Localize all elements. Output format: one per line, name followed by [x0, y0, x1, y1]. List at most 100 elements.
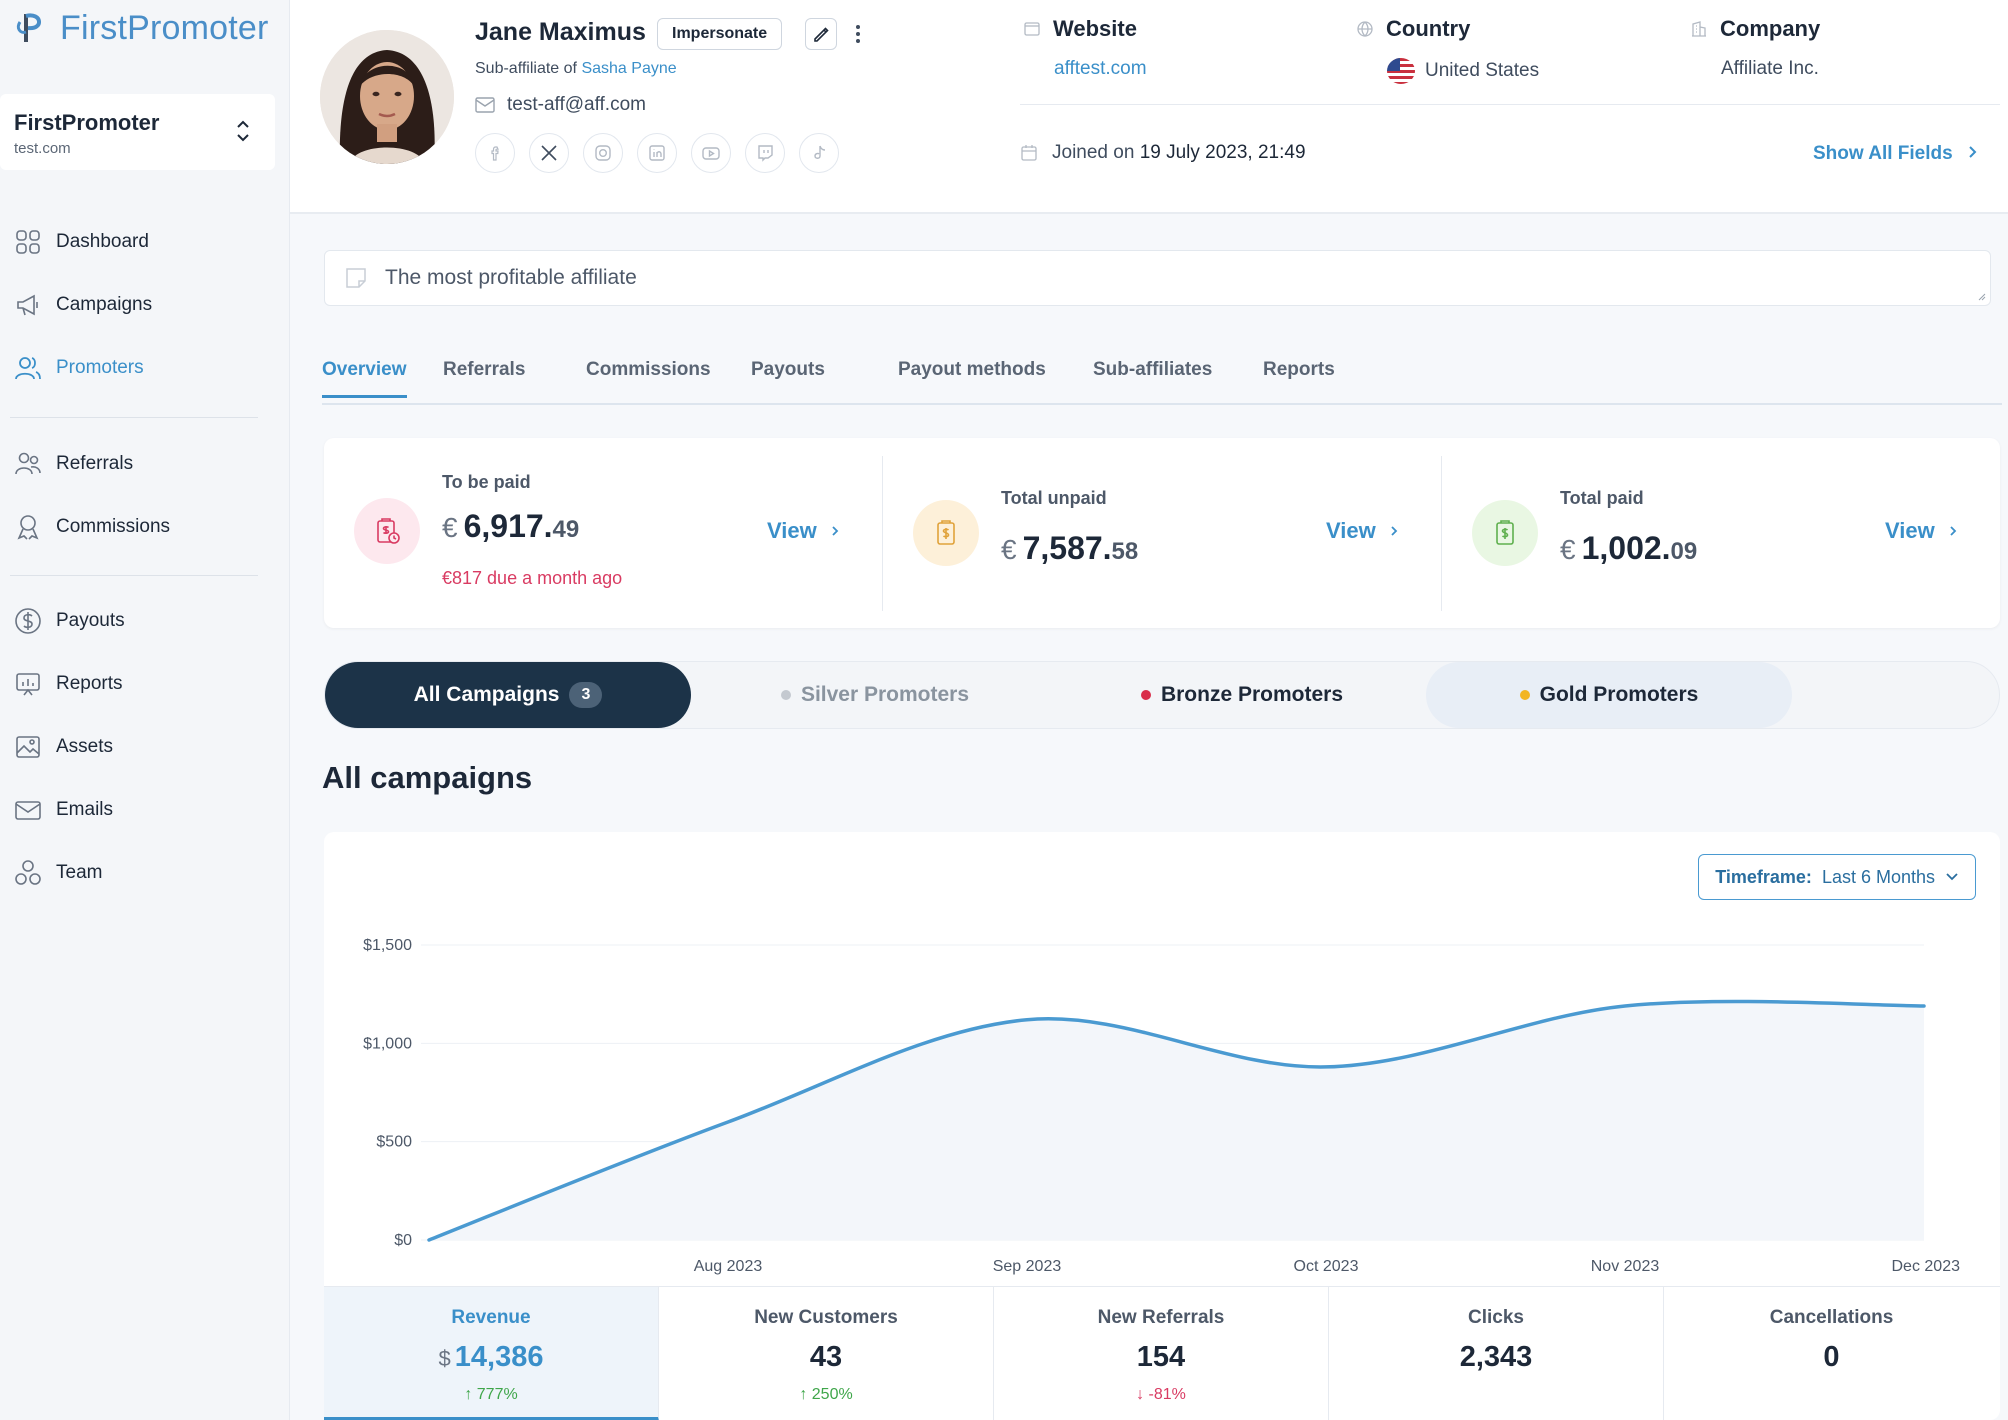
subaffiliate-prefix: Sub-affiliate of: [475, 60, 577, 77]
metric-new-referrals[interactable]: New Referrals 154 ↓ -81%: [994, 1287, 1329, 1420]
nav-reports[interactable]: Reports: [14, 670, 123, 698]
arrow-up-icon: ↑: [464, 1386, 473, 1403]
website-label: Website: [1023, 16, 1137, 42]
nav-label: Commissions: [56, 516, 171, 537]
country-label: Country: [1356, 16, 1470, 42]
metric-new-customers[interactable]: New Customers 43 ↑ 250%: [659, 1287, 994, 1420]
campaign-filter: All Campaigns 3 Silver Promoters Bronze …: [324, 661, 2000, 729]
mail-icon: [15, 801, 41, 820]
tab-payout-methods[interactable]: Payout methods: [898, 359, 1046, 380]
nav-promoters[interactable]: Promoters: [14, 354, 144, 382]
arrow-down-icon: ↓: [1136, 1386, 1145, 1403]
edit-button[interactable]: [805, 18, 837, 50]
linkedin-link[interactable]: [637, 133, 677, 173]
nav-label: Team: [56, 862, 103, 883]
workspace-switcher[interactable]: FirstPromoter test.com: [0, 94, 275, 170]
image-icon: [16, 736, 40, 758]
clipboard-clock-icon: [354, 498, 420, 564]
metric-clicks[interactable]: Clicks 2,343: [1329, 1287, 1664, 1420]
x-link[interactable]: [529, 133, 569, 173]
referrals-icon: [15, 452, 41, 475]
instagram-link[interactable]: [583, 133, 623, 173]
globe-icon: [1357, 21, 1373, 37]
twitch-icon: [758, 145, 773, 162]
dollar-icon: [15, 608, 41, 634]
tab-sub-affiliates[interactable]: Sub-affiliates: [1093, 359, 1213, 380]
grid-icon: [16, 230, 40, 254]
stat-label: Total paid: [1560, 488, 1644, 508]
clipboard-check-icon: [1472, 500, 1538, 566]
x-tick-label: Sep 2023: [993, 1258, 1062, 1275]
impersonate-button[interactable]: Impersonate: [657, 18, 783, 50]
silver-dot-icon: [780, 690, 791, 700]
nav-label: Promoters: [56, 357, 144, 378]
nav-label: Dashboard: [56, 231, 149, 252]
nav-campaigns[interactable]: Campaigns: [14, 291, 152, 319]
y-tick-label: $0: [394, 1232, 412, 1249]
stat-value: €1,002.09: [1560, 530, 1698, 566]
metric-revenue[interactable]: Revenue $14,386 ↑ 777%: [324, 1287, 659, 1420]
stat-label: Total unpaid: [1001, 488, 1107, 508]
series-line: [427, 999, 1926, 1242]
nav-payouts[interactable]: Payouts: [14, 607, 125, 635]
timeframe-select[interactable]: Timeframe: Last 6 Months: [1698, 854, 1976, 900]
nav-dashboard[interactable]: Dashboard: [14, 228, 149, 256]
facebook-icon: [491, 146, 499, 161]
view-total-unpaid-link[interactable]: View: [1326, 518, 1404, 544]
tab-overview[interactable]: Overview: [322, 359, 407, 398]
divider: [1020, 104, 2000, 105]
stat-label: To be paid: [442, 472, 531, 492]
chevron-right-icon: [1969, 146, 1977, 158]
nav-assets[interactable]: Assets: [14, 733, 113, 761]
avatar: [320, 30, 454, 164]
joined-date: Joined on 19 July 2023, 21:49: [1020, 142, 1306, 164]
nav-commissions[interactable]: Commissions: [14, 513, 170, 541]
chevron-down-icon: [1946, 873, 1958, 881]
nav-label: Payouts: [56, 610, 125, 631]
campaign-silver[interactable]: Silver Promoters: [692, 662, 1058, 728]
sidebar: FirstPromoter FirstPromoter test.com Das…: [0, 0, 290, 1420]
gold-dot-icon: [1519, 690, 1530, 700]
tab-payouts[interactable]: Payouts: [751, 359, 825, 380]
social-links: [475, 133, 839, 173]
resize-handle-icon[interactable]: [1976, 291, 1986, 301]
y-tick-label: $500: [376, 1134, 412, 1151]
tab-reports[interactable]: Reports: [1263, 359, 1335, 380]
tab-commissions[interactable]: Commissions: [586, 359, 711, 380]
metric-cancellations[interactable]: Cancellations 0: [1769, 1307, 1894, 1373]
affiliate-note-input[interactable]: The most profitable affiliate: [324, 250, 1991, 306]
users-icon: [15, 357, 41, 380]
nav-referrals[interactable]: Referrals: [14, 450, 133, 478]
twitch-link[interactable]: [745, 133, 785, 173]
megaphone-icon: [17, 294, 38, 316]
subaffiliate-line: Sub-affiliate of Sasha Payne: [475, 60, 677, 78]
more-vertical-icon[interactable]: [850, 20, 866, 48]
campaign-bronze[interactable]: Bronze Promoters: [1059, 662, 1425, 728]
facebook-link[interactable]: [475, 133, 515, 173]
campaign-gold[interactable]: Gold Promoters: [1426, 662, 1792, 728]
nav-team[interactable]: Team: [14, 859, 102, 887]
section-title: All campaigns: [322, 760, 533, 795]
us-flag-icon: [1387, 58, 1415, 84]
tiktok-link[interactable]: [799, 133, 839, 173]
x-tick-label: Oct 2023: [1294, 1258, 1359, 1275]
divider: [1441, 456, 1442, 611]
workspace-name: FirstPromoter: [14, 110, 160, 135]
youtube-icon: [702, 147, 720, 160]
show-all-fields-link[interactable]: Show All Fields: [1813, 143, 1980, 165]
x-tick-label: Dec 2023: [1892, 1258, 1961, 1275]
stat-total-paid: Total paid €1,002.09 View: [1442, 438, 2000, 628]
nav-emails[interactable]: Emails: [14, 796, 113, 824]
tab-bar: Overview Referrals Commissions Payouts P…: [322, 355, 2002, 405]
nav-label: Assets: [56, 736, 114, 757]
website-value[interactable]: afftest.com: [1054, 58, 1147, 79]
view-total-paid-link[interactable]: View: [1885, 518, 1963, 544]
company-label: Company: [1690, 16, 1820, 42]
parent-affiliate-link[interactable]: Sasha Payne: [581, 60, 677, 77]
app-logo[interactable]: FirstPromoter: [14, 8, 269, 48]
view-to-be-paid-link[interactable]: View: [767, 518, 845, 544]
campaign-all[interactable]: All Campaigns 3: [325, 662, 691, 728]
tab-referrals[interactable]: Referrals: [443, 359, 526, 380]
youtube-link[interactable]: [691, 133, 731, 173]
brand-name: FirstPromoter: [60, 8, 269, 47]
